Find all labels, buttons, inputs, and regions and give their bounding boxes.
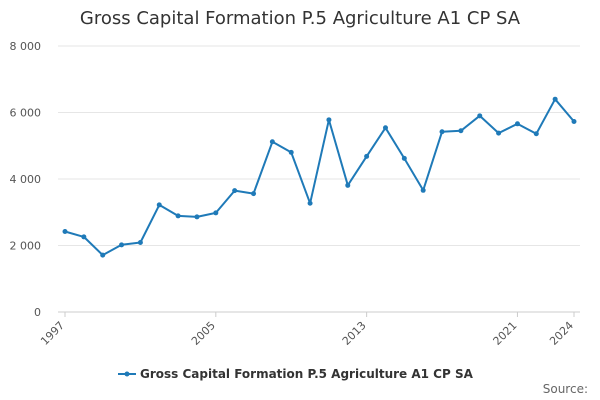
data-point[interactable] xyxy=(477,113,483,119)
data-point[interactable] xyxy=(439,129,445,135)
y-tick-label: 0 xyxy=(34,306,41,319)
data-point[interactable] xyxy=(194,214,200,220)
x-tick-label: 2013 xyxy=(340,319,369,348)
data-point[interactable] xyxy=(345,182,351,188)
data-point[interactable] xyxy=(81,234,87,240)
x-tick-label: 2024 xyxy=(547,319,576,348)
data-point[interactable] xyxy=(382,125,388,131)
data-point[interactable] xyxy=(571,118,577,124)
source-label: Source: xyxy=(542,382,588,396)
data-point[interactable] xyxy=(62,229,68,235)
x-tick-label: 2021 xyxy=(491,319,520,348)
y-tick-label: 8 000 xyxy=(10,40,42,53)
data-point[interactable] xyxy=(496,130,502,136)
legend-dot-marker xyxy=(124,371,130,377)
series-line[interactable] xyxy=(64,98,575,257)
data-point[interactable] xyxy=(232,188,238,194)
axes xyxy=(58,311,580,317)
data-point[interactable] xyxy=(156,202,162,208)
y-tick-label: 2 000 xyxy=(10,240,42,253)
data-point[interactable] xyxy=(420,187,426,193)
data-point[interactable] xyxy=(119,242,125,248)
data-point[interactable] xyxy=(137,240,143,246)
data-point[interactable] xyxy=(552,96,558,102)
data-point[interactable] xyxy=(364,153,370,159)
data-point[interactable] xyxy=(533,131,539,137)
series-layer xyxy=(62,96,577,258)
x-tick-labels: 1997 2005 2013 2021 2024 xyxy=(38,319,576,348)
data-point[interactable] xyxy=(307,200,313,206)
data-point[interactable] xyxy=(251,191,257,197)
grid-lines xyxy=(58,45,580,246)
y-tick-label: 6 000 xyxy=(10,107,42,120)
y-tick-labels: 0 2 000 4 000 6 000 8 000 xyxy=(10,40,42,319)
data-point[interactable] xyxy=(401,155,407,161)
data-point[interactable] xyxy=(213,210,219,216)
data-point[interactable] xyxy=(458,128,464,134)
data-point[interactable] xyxy=(288,149,294,155)
data-point[interactable] xyxy=(100,252,106,258)
chart-title: Gross Capital Formation P.5 Agriculture … xyxy=(79,8,521,29)
x-tick-label: 1997 xyxy=(38,319,67,348)
data-point[interactable] xyxy=(269,139,275,145)
data-point[interactable] xyxy=(514,121,520,127)
legend[interactable]: Gross Capital Formation P.5 Agriculture … xyxy=(118,367,474,381)
data-point[interactable] xyxy=(175,213,181,219)
legend-label[interactable]: Gross Capital Formation P.5 Agriculture … xyxy=(140,367,474,381)
x-tick-label: 2005 xyxy=(189,319,218,348)
data-point[interactable] xyxy=(326,117,332,123)
y-tick-label: 4 000 xyxy=(10,173,42,186)
